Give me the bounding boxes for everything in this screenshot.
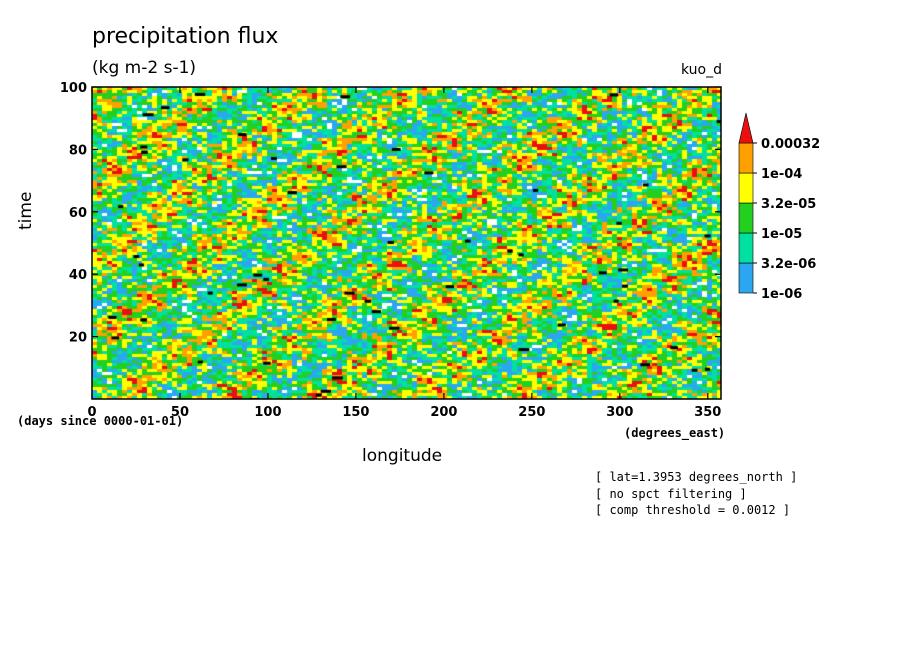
colorbar-label: 1e-05 <box>761 227 802 242</box>
colorbar-label: 1e-06 <box>761 287 802 302</box>
x-tick-label: 200 <box>430 405 457 420</box>
x-tick-label: 250 <box>518 405 545 420</box>
x-axis-units: (degrees_east) <box>624 426 726 440</box>
colorbar-label: 3.2e-05 <box>761 197 816 212</box>
plot-frame <box>91 86 722 400</box>
run-name: kuo_d <box>680 62 722 78</box>
x-tick-label: 300 <box>606 405 633 420</box>
colorbar-segment <box>738 172 754 204</box>
y-tick-label: 40 <box>69 268 87 283</box>
chart-title: precipitation flux <box>92 24 279 49</box>
x-tick-label: 50 <box>171 405 189 420</box>
colorbar-extend-arrow <box>738 112 754 144</box>
colorbar-segment <box>738 262 754 294</box>
colorbar-label: 3.2e-06 <box>761 257 816 272</box>
note-latitude: [ lat=1.3953 degrees_north ] <box>595 470 798 484</box>
chart-units: (kg m-2 s-1) <box>92 58 197 78</box>
colorbar-label: 0.00032 <box>761 137 820 152</box>
heatmap-field <box>92 87 721 399</box>
y-tick-label: 100 <box>60 81 87 96</box>
colorbar-segment <box>738 202 754 234</box>
x-tick-label: 0 <box>87 405 96 420</box>
colorbar-segment <box>738 232 754 264</box>
y-axis-label: time <box>16 191 36 230</box>
x-tick-label: 150 <box>342 405 369 420</box>
y-tick-label: 60 <box>69 206 87 221</box>
y-tick-label: 20 <box>69 331 87 346</box>
note-threshold: [ comp threshold = 0.0012 ] <box>595 503 791 517</box>
x-tick-label: 350 <box>694 405 721 420</box>
note-filtering: [ no spct filtering ] <box>595 487 747 501</box>
colorbar-label: 1e-04 <box>761 167 802 182</box>
x-tick-label: 100 <box>254 405 281 420</box>
x-axis-label: longitude <box>362 446 443 466</box>
colorbar-segment <box>738 142 754 174</box>
y-tick-label: 80 <box>69 143 87 158</box>
y-axis-units: (days since 0000-01-01) <box>17 414 184 428</box>
